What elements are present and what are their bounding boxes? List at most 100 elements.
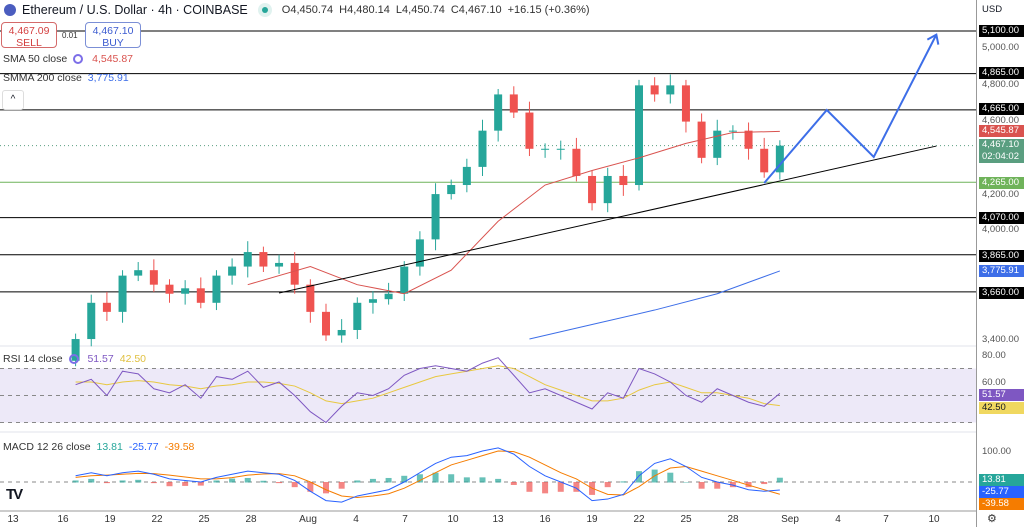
macd-hist-tag: 13.81 — [979, 474, 1024, 486]
macd-histogram-bar — [510, 482, 517, 485]
candle — [337, 329, 346, 336]
rsi-tag: 51.57 — [979, 389, 1024, 401]
macd-histogram-bar — [526, 482, 533, 492]
candle — [102, 302, 111, 312]
macd-signal-value: -39.58 — [164, 441, 195, 453]
price-tag: 4,467.10 — [979, 139, 1024, 151]
macd-histogram-bar — [620, 481, 627, 483]
time-tick: 7 — [883, 514, 889, 525]
countdown: 02:04:02 — [979, 151, 1024, 163]
spread: 0.01 — [62, 31, 78, 40]
time-tick: 10 — [447, 514, 459, 525]
macd-tag: -25.77 — [979, 486, 1024, 498]
candle — [588, 175, 597, 204]
sell-button[interactable]: 4,467.09 SELL — [1, 22, 57, 49]
candle — [494, 94, 503, 131]
candle — [275, 262, 284, 267]
macd-histogram-bar — [307, 482, 314, 492]
macd-line-value: -25.77 — [128, 441, 159, 453]
macd-histogram-bar — [166, 482, 173, 487]
macd-histogram-bar — [197, 482, 204, 486]
macd-histogram-bar — [182, 482, 189, 486]
candle — [196, 288, 205, 303]
symbol-title[interactable]: Ethereum / U.S. Dollar · 4h · COINBASE — [22, 3, 248, 17]
loading-icon — [73, 54, 84, 65]
time-tick: 13 — [7, 514, 19, 525]
candle — [478, 130, 487, 167]
candle — [713, 130, 722, 158]
rsi-tick: 60.00 — [982, 377, 1006, 388]
time-tick: 13 — [492, 514, 504, 525]
candle — [541, 148, 550, 150]
support-tag: 4,265.00 — [979, 177, 1024, 189]
price-axis[interactable]: USD 5,100.00 5,000.00 4,865.00 4,800.00 … — [976, 0, 1024, 527]
rsi-tick: 80.00 — [982, 350, 1006, 361]
macd-histogram-bar — [276, 482, 283, 484]
candle — [603, 175, 612, 204]
ethereum-icon — [4, 4, 16, 16]
level-tag: 3,865.00 — [979, 250, 1024, 262]
ohlc-close: C4,467.10 — [450, 4, 502, 16]
rsi-ma-tag: 42.50 — [979, 402, 1024, 414]
candle — [525, 112, 534, 149]
candle — [353, 302, 362, 330]
time-tick: 28 — [727, 514, 739, 525]
macd-hist-value: 13.81 — [96, 441, 123, 453]
candle — [181, 288, 190, 294]
buy-button[interactable]: 4,467.10 BUY — [85, 22, 141, 49]
macd-histogram-bar — [150, 482, 157, 484]
candle — [322, 311, 330, 336]
level-tag: 4,865.00 — [979, 67, 1024, 79]
level-tag: 4,070.00 — [979, 212, 1024, 224]
collapse-legend-button[interactable]: ^ — [2, 90, 24, 110]
settings-icon[interactable]: ⚙ — [987, 513, 997, 525]
time-tick: Aug — [299, 514, 317, 525]
smma-value: 3,775.91 — [87, 72, 129, 84]
tradingview-logo[interactable]: TV — [6, 486, 23, 503]
time-tick: 4 — [353, 514, 359, 525]
price-tick: 4,800.00 — [982, 79, 1019, 90]
rsi-legend[interactable]: RSI 14 close 51.57 42.50 — [3, 353, 152, 365]
sell-label: SELL — [16, 37, 42, 49]
macd-legend[interactable]: MACD 12 26 close 13.81 -25.77 -39.58 — [3, 441, 200, 453]
macd-histogram-bar — [636, 471, 642, 483]
ascending-trendline — [278, 145, 937, 294]
macd-histogram-bar — [354, 480, 361, 483]
macd-histogram-bar — [682, 482, 689, 483]
sell-price: 4,467.09 — [8, 25, 50, 37]
candle — [400, 266, 409, 294]
rsi-line — [75, 357, 781, 424]
level-tag: 4,665.00 — [979, 103, 1024, 115]
sma-label: SMA 50 close — [3, 53, 68, 65]
time-tick: 4 — [835, 514, 841, 525]
smma-legend[interactable]: SMMA 200 close 3,775.91 — [3, 72, 135, 84]
sma-legend[interactable]: SMA 50 close 4,545.87 — [3, 53, 139, 65]
macd-histogram-bar — [369, 478, 376, 483]
candle — [619, 175, 628, 186]
chart-canvas[interactable] — [0, 0, 976, 527]
macd-histogram-bar — [88, 478, 95, 483]
candle — [681, 85, 690, 122]
macd-histogram-bar — [667, 472, 674, 483]
macd-histogram-bar — [714, 482, 721, 489]
macd-label: MACD 12 26 close — [3, 441, 91, 453]
projection-path — [763, 34, 938, 184]
time-tick: 22 — [633, 514, 645, 525]
time-tick: 10 — [928, 514, 940, 525]
currency-select[interactable]: USD — [982, 4, 1003, 15]
rsi-value: 51.57 — [87, 353, 114, 365]
candle — [635, 85, 643, 186]
candle — [87, 302, 96, 340]
macd-histogram-bar — [244, 477, 251, 483]
sma-tag: 4,545.87 — [979, 125, 1024, 137]
candle — [415, 239, 424, 267]
time-tick: 19 — [104, 514, 116, 525]
rsi-label: RSI 14 close — [3, 353, 63, 365]
price-tick: 4,200.00 — [982, 189, 1019, 200]
price-tick: 4,000.00 — [982, 224, 1019, 235]
macd-histogram-bar — [385, 477, 392, 483]
candle — [165, 284, 174, 294]
price-tick: 5,000.00 — [982, 42, 1019, 53]
price-tick: 3,400.00 — [982, 334, 1019, 345]
candle — [149, 270, 158, 285]
